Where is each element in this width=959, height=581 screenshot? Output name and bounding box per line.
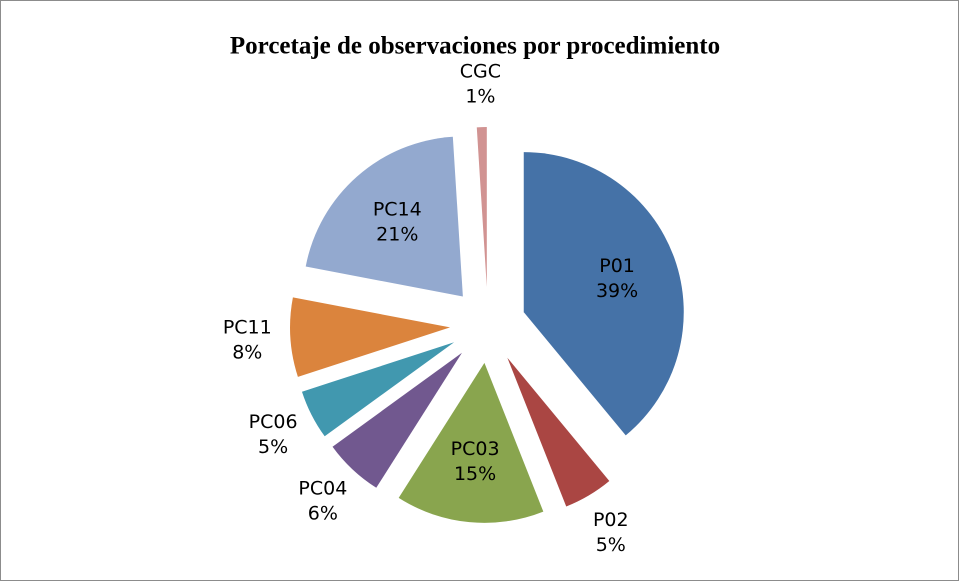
pie-slice [523,152,684,436]
slice-label: P01 [599,255,635,277]
pie-slice [305,136,463,297]
slice-value-label: 8% [232,342,262,364]
slice-value-label: 21% [376,224,418,246]
pie-slice [332,352,462,488]
chart-title: Porcetaje de observaciones por procedimi… [230,33,720,60]
pie-slice [301,342,455,437]
slice-value-label: 6% [308,502,338,524]
slice-label: PC06 [249,411,298,433]
slice-value-label: 15% [454,463,496,485]
slice-value-label: 5% [258,436,288,458]
slice-value-label: 5% [596,534,626,556]
slice-label: PC03 [451,438,500,460]
slice-label: PC04 [298,477,347,499]
slice-label: CGC [460,60,501,82]
slice-label: PC11 [223,317,272,339]
pie-slice [290,297,451,377]
slice-label: P02 [593,509,629,531]
slice-value-label: 39% [596,280,638,302]
slice-value-label: 1% [465,85,495,107]
pie-slice [398,362,544,523]
pie-slice [476,127,487,288]
slice-label: PC14 [373,199,422,221]
pie-slice [507,357,610,507]
